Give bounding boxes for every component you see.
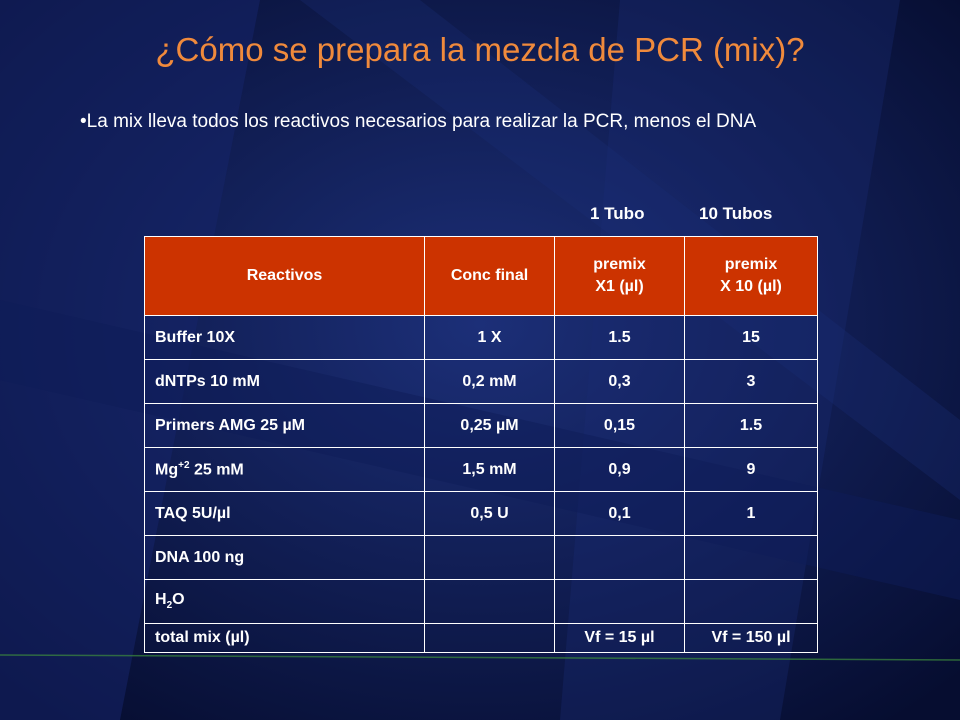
cell-conc: 1,5 mM	[424, 447, 555, 492]
cell-reactivo: DNA 100 ng	[144, 535, 425, 580]
cell-x1: 0,1	[554, 491, 685, 536]
cell-x1	[554, 535, 685, 580]
header-premix-x10: premix X 10 (µl)	[684, 236, 818, 316]
slide-title: ¿Cómo se prepara la mezcla de PCR (mix)?	[155, 31, 805, 68]
cell-x1	[554, 579, 685, 624]
cell-x10: 9	[684, 447, 818, 492]
cell-x10: 1.5	[684, 403, 818, 448]
header-premix-x1-line2: X1 (µl)	[595, 278, 644, 295]
reactivo-rest: O	[172, 591, 185, 609]
cell-conc	[424, 535, 555, 580]
cell-reactivo: Primers AMG 25 µM	[144, 403, 425, 448]
cell-conc: 0,25 µM	[424, 403, 555, 448]
header-premix-x1-line1: premix	[593, 256, 646, 273]
table-row: Primers AMG 25 µM 0,25 µM 0,15 1.5	[144, 403, 818, 448]
header-premix-x1: premix X1 (µl)	[554, 236, 685, 316]
table-row: Buffer 10X 1 X 1.5 15	[144, 315, 818, 360]
cell-x10	[684, 535, 818, 580]
table-row: Mg+2 25 mM 1,5 mM 0,9 9	[144, 447, 818, 492]
cell-reactivo: H2O	[144, 579, 425, 624]
reactivo-rest: 25 mM	[189, 461, 244, 479]
table-row-total: total mix (µl) Vf = 15 µl Vf = 150 µl	[144, 623, 818, 653]
cell-conc: 0,2 mM	[424, 359, 555, 404]
reactivo-base: H	[155, 591, 167, 609]
reactivo-subscript: 2	[166, 600, 173, 612]
table-header-row: Reactivos Conc final premix X1 (µl) prem…	[144, 236, 818, 316]
table-row: DNA 100 ng	[144, 535, 818, 580]
cell-reactivo: Mg+2 25 mM	[144, 447, 425, 492]
cell-conc	[424, 579, 555, 624]
cell-x1: 1.5	[554, 315, 685, 360]
bullet-text: •La mix lleva todos los reactivos necesa…	[80, 111, 757, 132]
cell-reactivo: Buffer 10X	[144, 315, 425, 360]
cell-reactivo: total mix (µl)	[144, 623, 425, 653]
pcr-mix-table: Reactivos Conc final premix X1 (µl) prem…	[144, 236, 818, 653]
cell-reactivo: TAQ 5U/µl	[144, 491, 425, 536]
cell-x10: Vf = 150 µl	[684, 623, 818, 653]
header-conc-final: Conc final	[424, 236, 555, 316]
reactivo-superscript: +2	[178, 459, 190, 471]
cell-conc	[424, 623, 555, 653]
cell-x10	[684, 579, 818, 624]
cell-conc: 1 X	[424, 315, 555, 360]
column-label-10-tubos: 10 Tubos	[699, 204, 773, 223]
cell-x1: 0,9	[554, 447, 685, 492]
cell-reactivo: dNTPs 10 mM	[144, 359, 425, 404]
cell-x1: 0,3	[554, 359, 685, 404]
reactivo-base: Mg	[155, 461, 179, 479]
cell-x1: Vf = 15 µl	[554, 623, 685, 653]
cell-x10: 1	[684, 491, 818, 536]
cell-x10: 3	[684, 359, 818, 404]
cell-x10: 15	[684, 315, 818, 360]
header-premix-x10-line2: X 10 (µl)	[720, 278, 782, 295]
table-row: H2O	[144, 579, 818, 624]
cell-conc: 0,5 U	[424, 491, 555, 536]
column-label-1-tubo: 1 Tubo	[590, 204, 645, 223]
header-premix-x10-line1: premix	[724, 256, 778, 273]
cell-x1: 0,15	[554, 403, 685, 448]
table-row: dNTPs 10 mM 0,2 mM 0,3 3	[144, 359, 818, 404]
header-reactivos: Reactivos	[144, 236, 425, 316]
table-row: TAQ 5U/µl 0,5 U 0,1 1	[144, 491, 818, 536]
